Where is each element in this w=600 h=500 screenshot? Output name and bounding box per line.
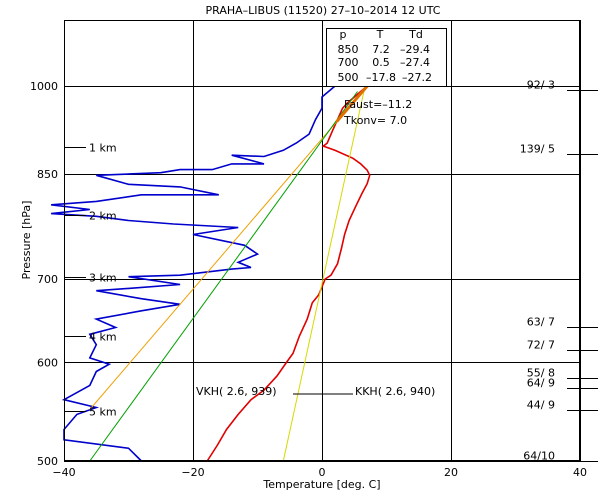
x-tick-label: 40 (573, 466, 587, 479)
wind-label: 44/ 9 (527, 399, 555, 412)
wind-label: 63/ 7 (527, 316, 555, 329)
wind-label: 92/ 3 (527, 79, 555, 92)
table-header-p: p (340, 28, 347, 41)
height-marker-label: 3 km (89, 272, 117, 285)
tkonv-index: Tkonv= 7.0 (343, 114, 407, 127)
wind-barbs: 64/10 44/ 9 64/ 955/ 8 72/ 7 63/ 7 139/ 5 92/ … (520, 79, 598, 463)
table-cell-t: 0.5 (372, 56, 390, 69)
y-tick-label: 600 (37, 356, 58, 369)
kkh-annotation: KKH( 2.6, 940) (355, 385, 435, 398)
data-table: p T Td 850 7.2 –29.4 700 0.5 –27.4 500 –… (326, 28, 447, 87)
table-cell-t: –17.8 (366, 71, 396, 84)
height-marker-label: 5 km (89, 406, 117, 419)
y-tick-label: 850 (37, 168, 58, 181)
axis-ticks: −40 −20 0 20 40 500 600 700 850 1000 (30, 80, 587, 479)
data-table-frame (326, 28, 447, 87)
y-tick-label: 700 (37, 273, 58, 286)
table-cell-td: –29.4 (400, 43, 430, 56)
y-axis-label: Pressure [hPa] (20, 201, 33, 280)
x-tick-label: −20 (181, 466, 204, 479)
series-group (51, 85, 371, 462)
table-cell-p: 700 (338, 56, 359, 69)
y-tick-label: 1000 (30, 80, 58, 93)
height-marker-label: 1 km (89, 142, 117, 155)
table-cell-p: 850 (338, 43, 359, 56)
line-orange-line (89, 85, 368, 410)
plot-frame (64, 20, 580, 461)
y-tick-label: 500 (37, 455, 58, 468)
wind-label: 64/ 9 (527, 377, 555, 390)
wind-label: 139/ 5 (520, 143, 555, 156)
wind-label: 55/ 8 (527, 367, 555, 380)
table-cell-p: 500 (338, 71, 359, 84)
wind-label: 72/ 7 (527, 339, 555, 352)
x-tick-label: 0 (319, 466, 326, 479)
table-header-td: Td (408, 28, 423, 41)
temperature-line (206, 85, 371, 462)
table-cell-td: –27.2 (402, 71, 432, 84)
line-yellow-line (282, 91, 365, 462)
vkh-annotation: VKH( 2.6, 939) (196, 385, 277, 398)
chart-title: PRAHA–LIBUS (11520) 27–10–2014 12 UTC (206, 4, 441, 17)
line-green-line (89, 91, 358, 462)
x-axis-label: Temperature [deg. C] (262, 478, 380, 491)
grid (64, 20, 581, 462)
surface-parcel-segment (335, 85, 369, 123)
x-tick-label: −40 (52, 466, 75, 479)
height-markers: 1 km 2 km 3 km 4 km 5 km (64, 142, 117, 419)
dewpoint-line (51, 85, 336, 462)
x-tick-label: 20 (444, 466, 458, 479)
table-header-t: T (376, 28, 384, 41)
table-cell-td: –27.4 (400, 56, 430, 69)
height-marker-label: 4 km (89, 331, 117, 344)
height-marker-label: 2 km (89, 210, 117, 223)
table-cell-t: 7.2 (372, 43, 390, 56)
faust-index: Faust=–11.2 (344, 98, 412, 111)
wind-label: 64/10 (523, 450, 555, 463)
